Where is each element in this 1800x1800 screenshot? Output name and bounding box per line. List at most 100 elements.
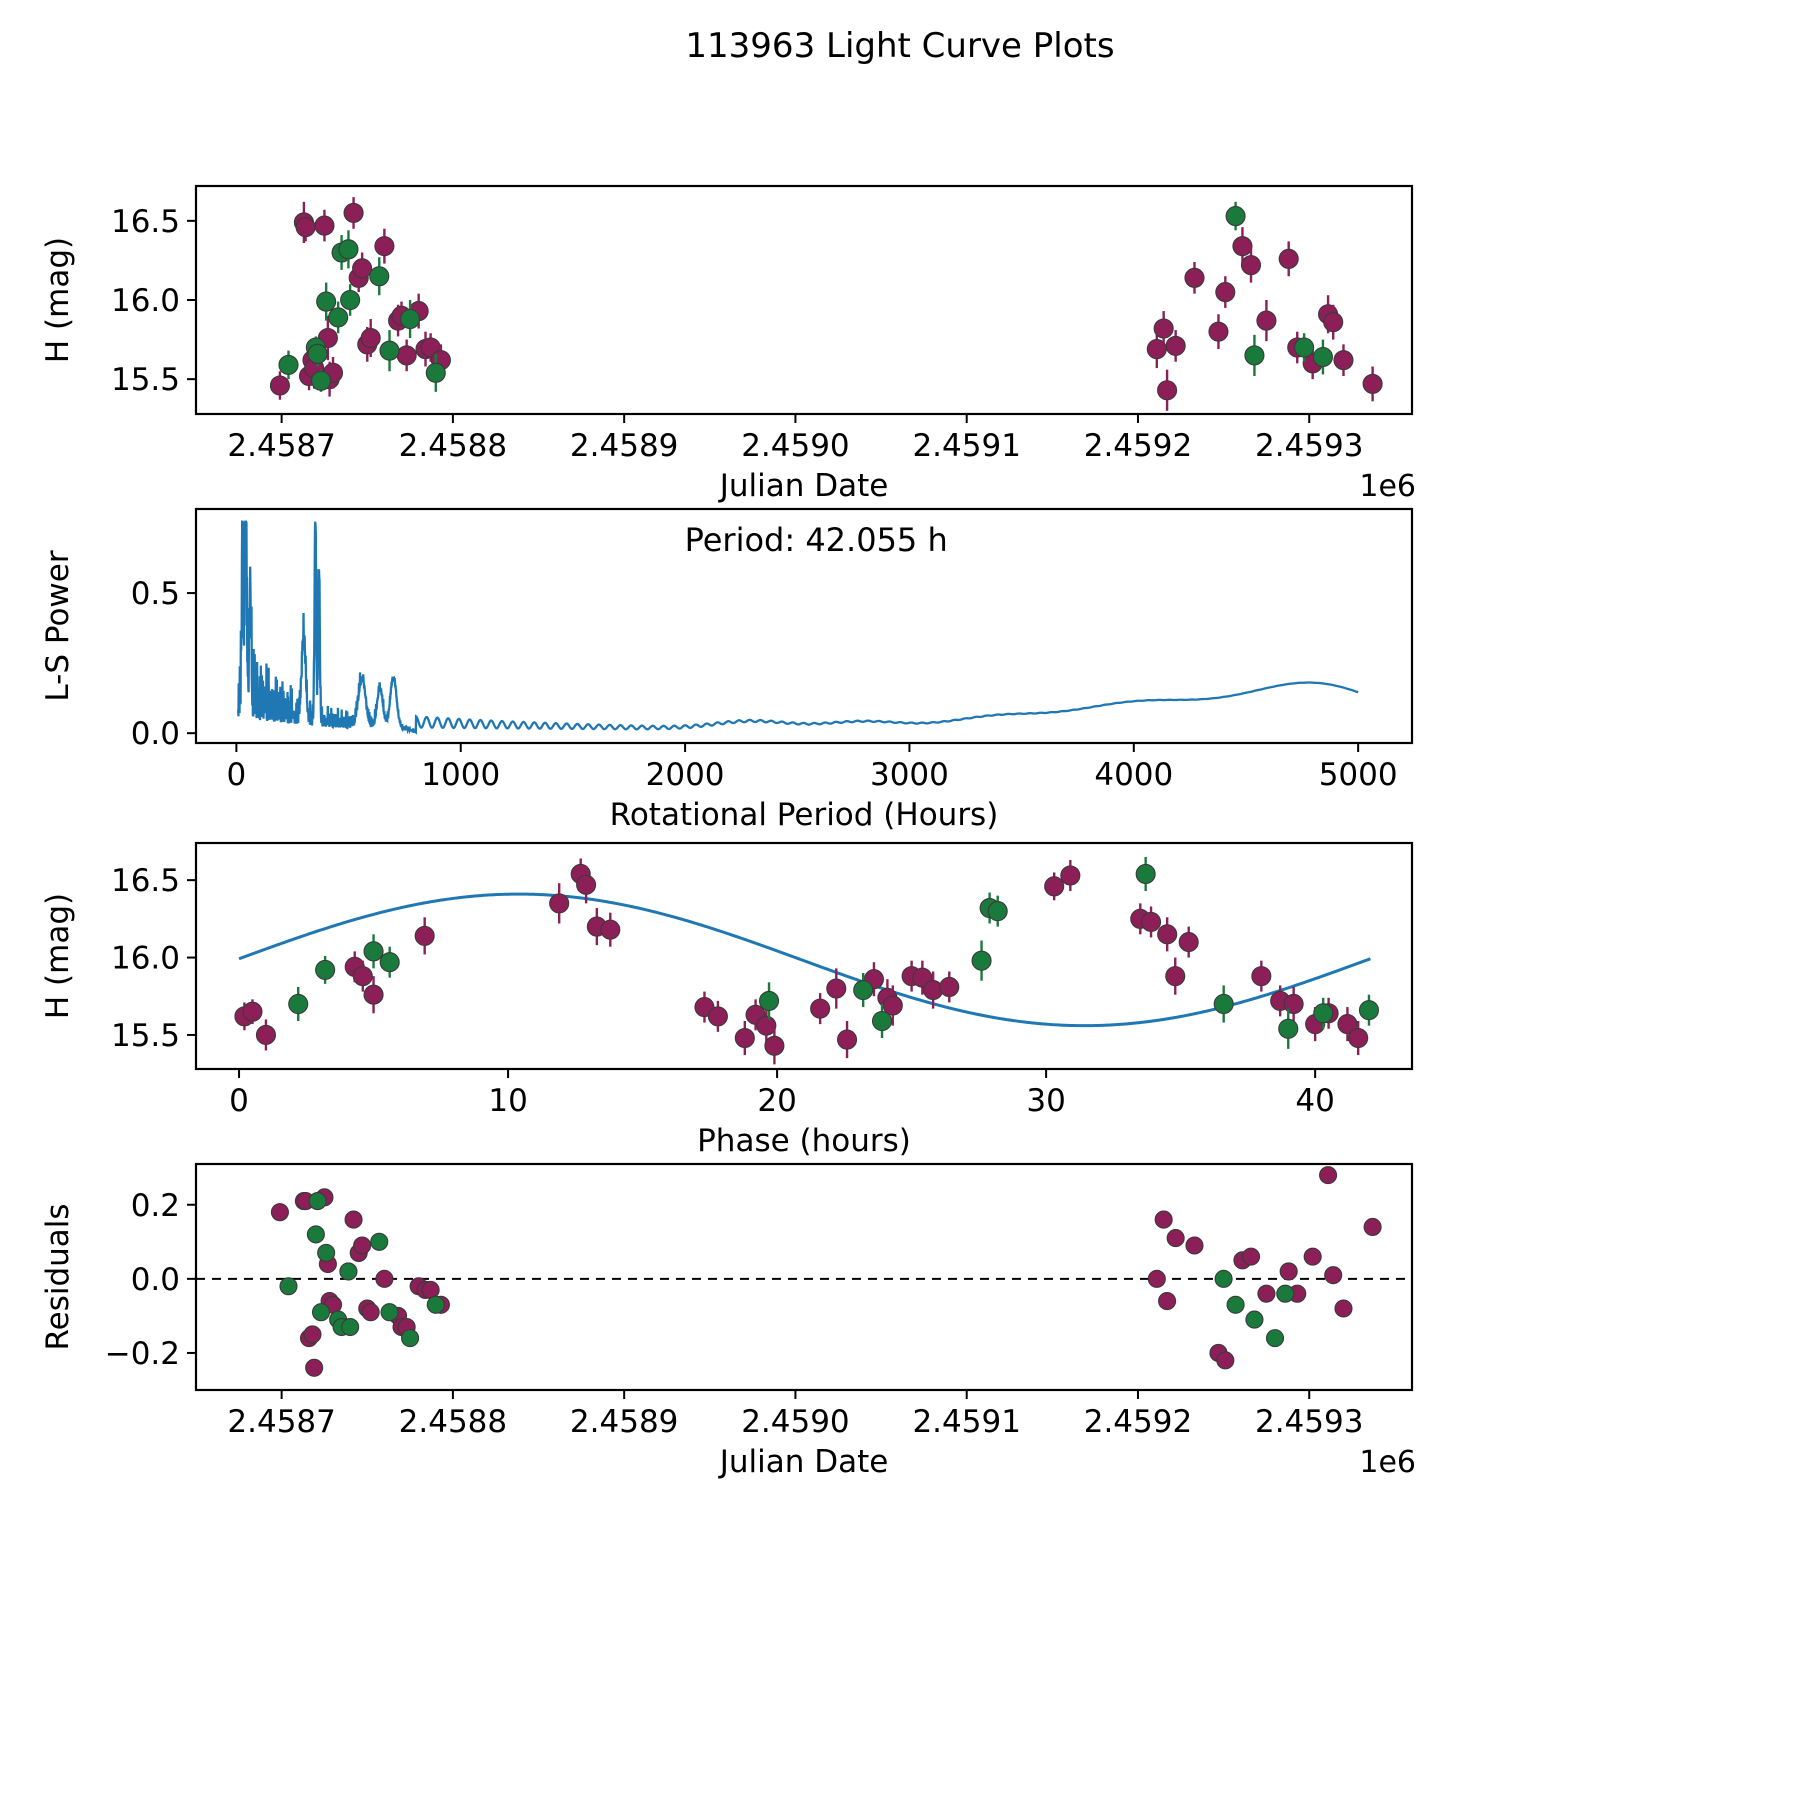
panel4-ylabel: Residuals: [40, 1203, 76, 1350]
data-point: [311, 1303, 331, 1322]
data-point: [1135, 863, 1156, 885]
data-point: [328, 307, 349, 328]
data-point: [340, 289, 361, 311]
data-point: [1312, 346, 1333, 368]
data-point: [341, 1317, 360, 1337]
y-tick-label: −0.2: [105, 1336, 180, 1372]
panel4-x-offset: 1e6: [1359, 1445, 1416, 1480]
x-tick-label: 2.4589: [570, 1404, 678, 1440]
x-tick-label: 1000: [421, 757, 500, 793]
data-point: [1166, 1229, 1185, 1248]
panel3-ylabel: H (mag): [40, 893, 76, 1019]
panel2-ylabel: L-S Power: [40, 550, 76, 701]
data-point: [396, 345, 417, 366]
data-point: [1251, 966, 1272, 987]
data-point: [1158, 1292, 1177, 1311]
data-point: [352, 258, 373, 279]
y-tick-label: 16.5: [111, 204, 180, 240]
sinusoid-fit-curve: [238, 892, 1371, 1028]
x-tick-label: 2.4591: [912, 1404, 1020, 1440]
data-point: [1147, 1269, 1166, 1288]
green-points: [288, 856, 1380, 1049]
magenta-points: [234, 858, 1369, 1065]
data-point: [344, 1210, 363, 1229]
green-points: [279, 1191, 1295, 1348]
x-tick-label: 0: [229, 1083, 249, 1119]
data-point: [374, 236, 395, 257]
data-point: [401, 1329, 420, 1348]
data-point: [1279, 1262, 1298, 1281]
data-point: [370, 1232, 389, 1251]
x-tick-label: 2.4593: [1255, 1404, 1363, 1440]
periodogram-curve: [237, 520, 1359, 735]
data-point: [764, 1035, 785, 1056]
panel1-ylabel: H (mag): [40, 237, 76, 363]
axes-frame: [194, 841, 1414, 1071]
data-point: [1153, 318, 1174, 339]
x-tick-label: 4000: [1094, 757, 1173, 793]
data-point: [1334, 1299, 1353, 1318]
x-tick-label: 2.4587: [227, 428, 335, 464]
data-point: [1283, 993, 1304, 1015]
y-tick-label: 0.5: [131, 576, 180, 612]
data-point: [1225, 206, 1246, 227]
data-point: [295, 217, 316, 238]
data-point: [1358, 1000, 1380, 1021]
panel3-xlabel: Phase (hours): [697, 1123, 911, 1159]
data-point: [756, 1015, 777, 1036]
data-point: [600, 919, 621, 940]
data-point: [303, 1325, 322, 1344]
data-point: [317, 1243, 336, 1262]
y-tick-label: 15.5: [111, 1018, 180, 1054]
y-tick-label: 0.2: [131, 1188, 180, 1224]
data-point: [1363, 1217, 1382, 1237]
x-tick-label: 2.4591: [912, 428, 1020, 464]
data-point: [1216, 1351, 1235, 1370]
x-tick-label: 2.4588: [399, 1404, 507, 1440]
data-point: [1213, 993, 1234, 1015]
x-tick-label: 0: [227, 757, 247, 793]
data-point: [1226, 1295, 1245, 1314]
data-point: [379, 340, 400, 361]
panel1-xlabel: Julian Date: [718, 468, 889, 504]
axes-frame: [194, 507, 1414, 745]
data-point: [255, 1024, 276, 1045]
x-tick-label: 2.4593: [1255, 428, 1363, 464]
data-point: [1303, 1247, 1322, 1266]
axes-frame: [194, 1162, 1414, 1392]
data-point: [853, 980, 874, 1001]
data-point: [1265, 1329, 1285, 1348]
x-tick-label: 2.4587: [227, 1404, 335, 1440]
y-tick-label: 16.0: [111, 941, 180, 977]
data-point: [871, 1010, 893, 1032]
data-point: [576, 874, 597, 895]
data-point: [379, 952, 400, 973]
data-point: [1313, 1003, 1334, 1024]
x-tick-label: 2.4588: [399, 428, 507, 464]
data-point: [1244, 345, 1265, 366]
data-point: [426, 1295, 445, 1314]
figure-title: 113963 Light Curve Plots: [685, 26, 1115, 66]
data-point: [758, 990, 780, 1011]
data-point: [1324, 1266, 1343, 1285]
data-point: [1337, 1014, 1358, 1035]
data-point: [1278, 1018, 1299, 1039]
data-point: [369, 266, 390, 287]
x-tick-label: 2.4590: [741, 428, 849, 464]
data-point: [810, 998, 831, 1019]
data-point: [338, 239, 359, 260]
data-point: [1140, 911, 1162, 932]
panel4-xlabel: Julian Date: [718, 1444, 889, 1480]
y-tick-label: 0.0: [131, 716, 180, 752]
magenta-points: [270, 1166, 1382, 1377]
data-point: [1154, 1210, 1173, 1229]
data-point: [1214, 1269, 1233, 1288]
data-point: [307, 343, 328, 364]
data-point: [278, 354, 299, 375]
data-point: [343, 202, 364, 223]
panel-lightcurve: 2.4587 2.4588 2.4589 2.4590 2.4591 2.4592 2.45…: [40, 184, 1416, 504]
data-point: [310, 370, 332, 391]
data-point: [1208, 321, 1229, 342]
y-tick-label: 15.5: [111, 362, 180, 398]
